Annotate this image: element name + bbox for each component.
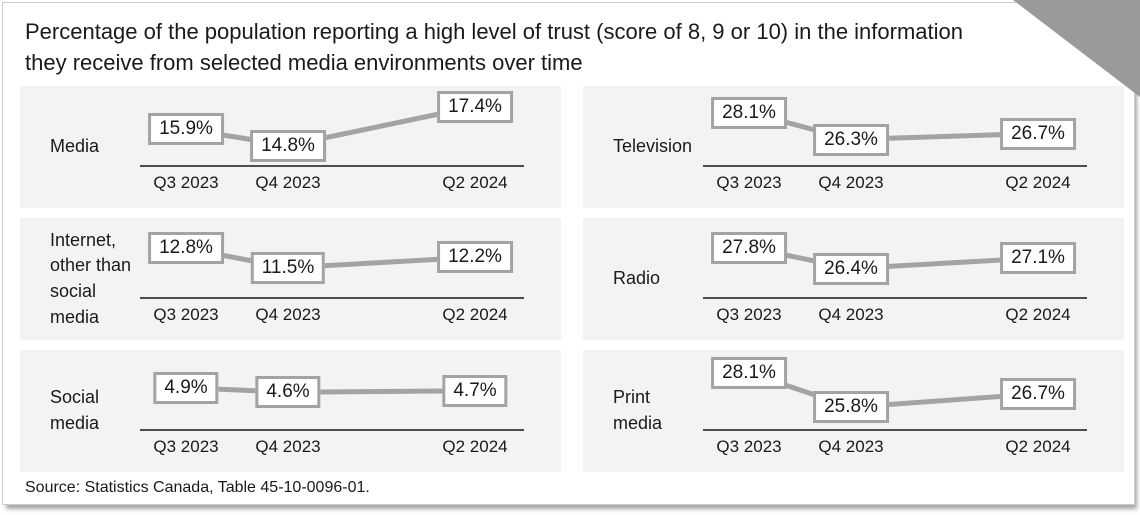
panel-chart-area: Q3 2023 Q4 2023 Q2 2024 27.8% 26.4% 27.1% <box>701 218 1124 340</box>
chart-title: Percentage of the population reporting a… <box>25 19 963 76</box>
panel-category-label: Internet, other than social media <box>50 229 132 327</box>
x-tick-label: Q2 2024 <box>442 305 508 324</box>
x-axis-line <box>703 429 1087 431</box>
data-point-value-box: 28.1% <box>711 96 787 129</box>
panel-media: Media Q3 2023 Q4 2023 Q2 2024 15.9% 14.8% 17.4… <box>20 86 561 208</box>
trend-line <box>748 370 1039 410</box>
panel-print-media: Print media Q3 2023 Q4 2023 Q2 2024 28.1% 25.… <box>583 350 1124 472</box>
data-point-value-box: 14.8% <box>250 129 326 162</box>
data-point-value-box: 11.5% <box>250 251 326 284</box>
x-tick-label: Q2 2024 <box>1005 173 1071 192</box>
data-point-value-box: 28.1% <box>711 356 787 389</box>
x-tick-label: Q4 2023 <box>255 437 321 456</box>
data-point-value-box: 4.9% <box>153 371 219 404</box>
x-axis-line <box>140 297 524 299</box>
x-tick-label: Q2 2024 <box>1005 305 1071 324</box>
trend-line <box>185 245 476 271</box>
data-point-value-box: 26.7% <box>1000 117 1076 150</box>
x-axis-line <box>703 165 1087 167</box>
panel-radio: Radio Q3 2023 Q4 2023 Q2 2024 27.8% 26.4% 27.1… <box>583 218 1124 340</box>
panels-grid: Media Q3 2023 Q4 2023 Q2 2024 15.9% 14.8% 17.4… <box>20 86 1124 472</box>
panel-chart-area: Q3 2023 Q4 2023 Q2 2024 4.9% 4.6% 4.7% <box>138 350 561 472</box>
x-tick-label: Q3 2023 <box>716 173 782 192</box>
data-point-value-box: 26.7% <box>1000 377 1076 410</box>
x-tick-label: Q4 2023 <box>818 173 884 192</box>
x-tick-label: Q4 2023 <box>255 173 321 192</box>
data-point-value-box: 26.3% <box>813 123 889 156</box>
panel-chart-area: Q3 2023 Q4 2023 Q2 2024 12.8% 11.5% 12.2% <box>138 218 561 340</box>
data-point-value-box: 27.8% <box>711 231 787 264</box>
panel-chart-area: Q3 2023 Q4 2023 Q2 2024 28.1% 25.8% 26.7% <box>701 350 1124 472</box>
x-tick-label: Q2 2024 <box>442 437 508 456</box>
panel-category-label: Television <box>613 136 693 157</box>
panel-television: Television Q3 2023 Q4 2023 Q2 2024 28.1% 26.3… <box>583 86 1124 208</box>
x-tick-label: Q3 2023 <box>153 437 219 456</box>
panel-category-label: Social media <box>50 387 100 433</box>
x-tick-label: Q4 2023 <box>818 305 884 324</box>
trend-line <box>185 104 476 149</box>
x-axis-line <box>140 429 524 431</box>
data-point-value-box: 4.7% <box>442 374 508 407</box>
trend-line <box>748 245 1039 272</box>
source-note: Source: Statistics Canada, Table 45-10-0… <box>25 479 370 496</box>
x-tick-label: Q3 2023 <box>716 437 782 456</box>
chart-card: Percentage of the population reporting a… <box>2 2 1135 505</box>
panel-chart-area: Q3 2023 Q4 2023 Q2 2024 15.9% 14.8% 17.4% <box>138 86 561 208</box>
x-tick-label: Q2 2024 <box>442 173 508 192</box>
trend-line <box>185 385 476 395</box>
panel-internet-other-than-social-media: Internet, other than social media Q3 2023… <box>20 218 561 340</box>
panel-chart-area: Q3 2023 Q4 2023 Q2 2024 28.1% 26.3% 26.7% <box>701 86 1124 208</box>
x-tick-label: Q3 2023 <box>716 305 782 324</box>
x-tick-label: Q3 2023 <box>153 173 219 192</box>
x-tick-label: Q4 2023 <box>818 437 884 456</box>
data-point-value-box: 12.8% <box>148 232 224 265</box>
panel-category-label: Print media <box>613 387 663 433</box>
x-tick-label: Q4 2023 <box>255 305 321 324</box>
data-point-value-box: 26.4% <box>813 252 889 285</box>
panel-category-label: Radio <box>613 268 661 289</box>
x-axis-line <box>703 297 1087 299</box>
panel-social-media: Social media Q3 2023 Q4 2023 Q2 2024 4.9% 4.6… <box>20 350 561 472</box>
data-point-value-box: 25.8% <box>813 391 889 424</box>
trend-line <box>748 110 1039 143</box>
x-tick-label: Q3 2023 <box>153 305 219 324</box>
panel-category-label: Media <box>50 136 100 157</box>
data-point-value-box: 15.9% <box>148 113 224 145</box>
x-axis-line <box>140 165 524 167</box>
x-tick-label: Q2 2024 <box>1005 437 1071 456</box>
data-point-value-box: 27.1% <box>1000 242 1076 274</box>
data-point-value-box: 17.4% <box>437 90 513 123</box>
data-point-value-box: 4.6% <box>255 376 321 409</box>
data-point-value-box: 12.2% <box>437 241 513 274</box>
